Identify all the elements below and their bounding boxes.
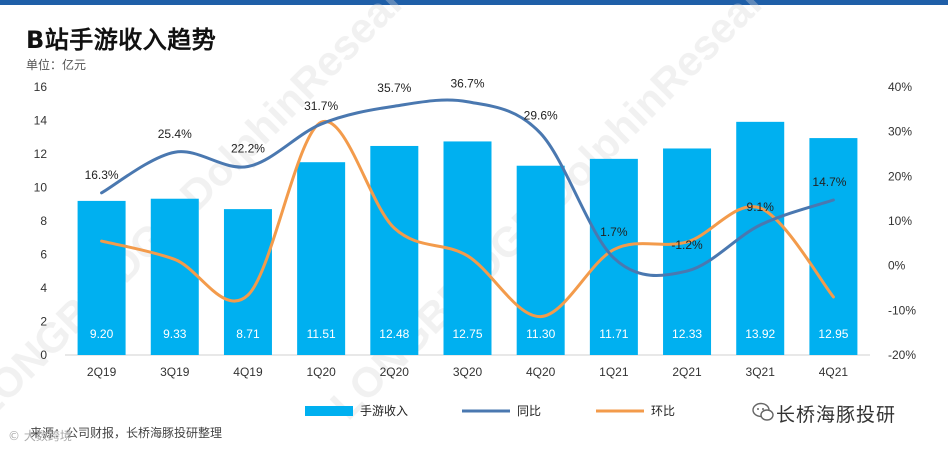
legend-label-revenue: 手游收入: [360, 404, 408, 418]
y-right-tick-label: 30%: [888, 125, 912, 139]
y-right-tick-label: 0%: [888, 259, 906, 273]
legend-label-qoq: 环比: [651, 404, 675, 418]
bar-value-label: 12.95: [818, 327, 848, 341]
yoy-data-label: 22.2%: [231, 142, 265, 156]
line-yoy: [100, 98, 835, 277]
corner-watermark: © 大数跨境: [8, 429, 72, 443]
y-right-tick-label: -10%: [888, 303, 916, 317]
yoy-data-label: 25.4%: [158, 127, 192, 141]
y-left-tick-label: 12: [34, 147, 48, 161]
y-left-tick-label: 4: [40, 281, 47, 295]
y-right-tick-label: 10%: [888, 214, 912, 228]
bar-revenue: [516, 165, 565, 355]
x-tick-label: 3Q19: [160, 365, 190, 379]
bar-value-label: 8.71: [236, 327, 260, 341]
x-tick-label: 3Q21: [746, 365, 776, 379]
x-tick-label: 4Q19: [233, 365, 263, 379]
bar-value-label: 12.48: [379, 327, 409, 341]
y-left-tick-label: 10: [34, 181, 48, 195]
bar-value-label: 9.33: [163, 327, 187, 341]
source-note: 来源：公司财报，长桥海豚投研整理: [30, 426, 223, 440]
bar-revenue: [297, 162, 346, 355]
bar-value-label: 13.92: [745, 327, 775, 341]
yoy-data-label: 31.7%: [304, 99, 338, 113]
yoy-data-label: -1.2%: [671, 238, 703, 252]
bar-value-label: 11.30: [526, 327, 555, 341]
yoy-data-label: 1.7%: [600, 225, 628, 239]
x-tick-label: 4Q21: [819, 365, 849, 379]
y-left-tick-label: 6: [40, 248, 47, 262]
bar-revenue: [223, 209, 272, 355]
yoy-data-label: 35.7%: [377, 81, 411, 95]
x-tick-label: 2Q20: [380, 365, 410, 379]
bar-revenue: [736, 121, 785, 355]
y-left-tick-label: 8: [40, 214, 47, 228]
bar-value-label: 12.75: [452, 327, 482, 341]
bar-revenue: [663, 148, 712, 355]
x-tick-label: 3Q20: [453, 365, 483, 379]
yoy-data-label: 14.7%: [812, 175, 846, 189]
wechat-icon: [752, 402, 774, 421]
bar-revenue: [809, 138, 858, 355]
top-rule: [0, 0, 948, 5]
legend-swatch-revenue: [305, 406, 353, 416]
line-qoq: [100, 120, 835, 319]
bar-revenue: [77, 200, 126, 355]
yoy-data-label: 9.1%: [747, 200, 775, 214]
legend-label-yoy: 同比: [517, 404, 541, 418]
y-left-tick-label: 0: [40, 348, 47, 362]
x-tick-label: 1Q21: [599, 365, 629, 379]
x-tick-label: 2Q21: [672, 365, 702, 379]
yoy-data-label: 36.7%: [450, 77, 484, 91]
bar-value-label: 12.33: [672, 327, 702, 341]
y-right-tick-label: 20%: [888, 169, 912, 183]
y-right-tick-label: -20%: [888, 348, 916, 362]
brand-label: 长桥海豚投研: [776, 404, 897, 426]
y-left-tick-label: 14: [34, 114, 48, 128]
bar-value-label: 9.20: [90, 327, 114, 341]
x-tick-label: 4Q20: [526, 365, 556, 379]
bar-revenue: [370, 145, 419, 355]
x-tick-label: 1Q20: [306, 365, 336, 379]
y-right-tick-label: 40%: [888, 80, 912, 94]
y-left-tick-label: 16: [34, 80, 48, 94]
unit-label: 单位：亿元: [26, 58, 87, 72]
yoy-data-label: 29.6%: [524, 108, 558, 122]
y-left-tick-label: 2: [40, 315, 47, 329]
bar-revenue: [150, 198, 199, 355]
yoy-data-label: 16.3%: [85, 168, 119, 182]
x-tick-label: 2Q19: [87, 365, 117, 379]
bar-value-label: 11.51: [307, 327, 336, 341]
chart-title: B站手游收入趋势: [26, 26, 217, 54]
bar-value-label: 11.71: [599, 327, 628, 341]
